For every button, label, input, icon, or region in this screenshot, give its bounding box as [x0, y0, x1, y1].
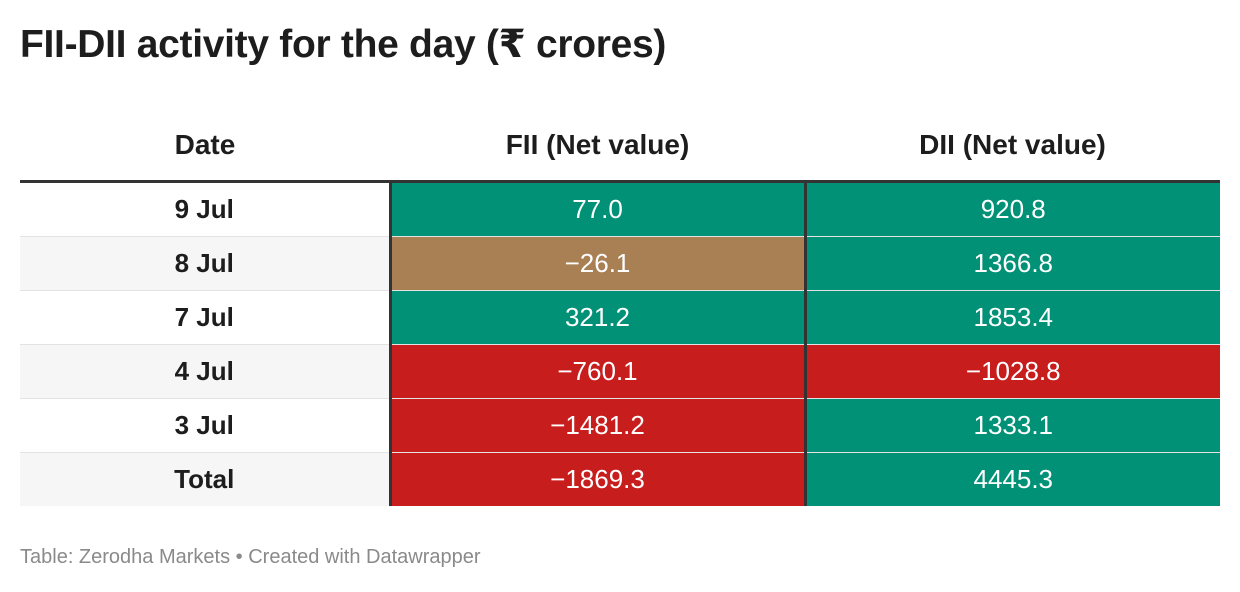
table-row: 3 Jul −1481.2 1333.1	[20, 398, 1220, 453]
table-header-row: Date FII (Net value) DII (Net value)	[20, 110, 1220, 183]
fii-value-cell-total: −1869.3	[390, 452, 807, 506]
fii-value-cell: 77.0	[390, 181, 807, 237]
column-header-dii[interactable]: DII (Net value)	[805, 110, 1220, 183]
date-cell: 3 Jul	[20, 398, 392, 453]
table-row-total: Total −1869.3 4445.3	[20, 452, 1220, 506]
column-header-date[interactable]: Date	[20, 110, 390, 183]
table-row: 9 Jul 77.0 920.8	[20, 181, 1220, 237]
page-title: FII-DII activity for the day (₹ crores)	[20, 23, 667, 66]
dii-value-cell: 1366.8	[805, 236, 1220, 291]
fii-value-cell: −26.1	[390, 236, 807, 291]
table-row: 4 Jul −760.1 −1028.8	[20, 344, 1220, 399]
dii-value-cell: −1028.8	[805, 344, 1220, 399]
date-cell: 7 Jul	[20, 290, 392, 345]
dii-value-cell: 920.8	[805, 181, 1220, 237]
table-row: 7 Jul 321.2 1853.4	[20, 290, 1220, 345]
dii-value-cell: 1853.4	[805, 290, 1220, 345]
dii-value-cell-total: 4445.3	[805, 452, 1220, 506]
date-cell-total: Total	[20, 452, 392, 506]
fii-value-cell: −1481.2	[390, 398, 807, 453]
column-header-fii[interactable]: FII (Net value)	[390, 110, 805, 183]
fii-dii-table: Date FII (Net value) DII (Net value) 9 J…	[20, 110, 1220, 506]
date-cell: 4 Jul	[20, 344, 392, 399]
fii-value-cell: −760.1	[390, 344, 807, 399]
date-cell: 9 Jul	[20, 181, 392, 237]
table-row: 8 Jul −26.1 1366.8	[20, 236, 1220, 291]
date-cell: 8 Jul	[20, 236, 392, 291]
source-footer: Table: Zerodha Markets • Created with Da…	[20, 546, 481, 568]
fii-value-cell: 321.2	[390, 290, 807, 345]
dii-value-cell: 1333.1	[805, 398, 1220, 453]
